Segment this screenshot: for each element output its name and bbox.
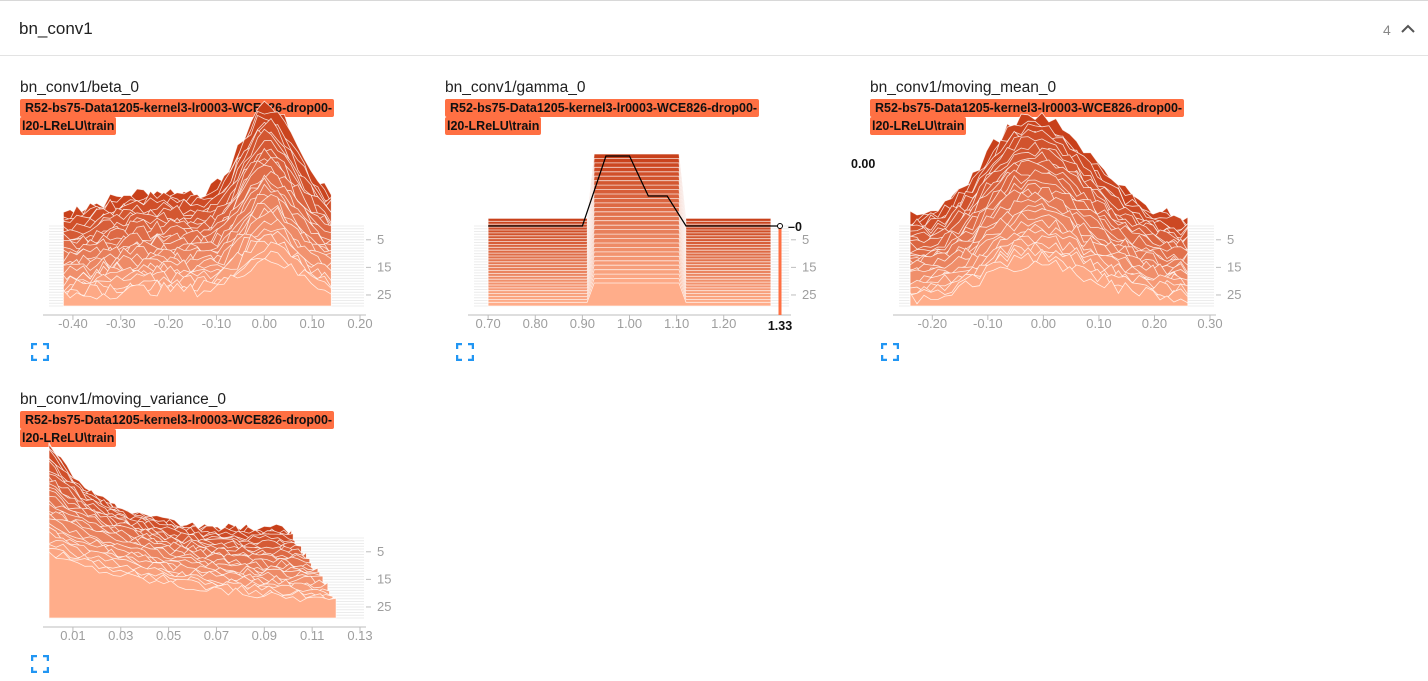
x-tick-label: 0.70 [475,316,500,331]
chart-count: 4 [1383,22,1391,38]
fullscreen-icon[interactable] [456,343,474,361]
x-tick-label: 0.20 [347,316,372,331]
histogram-card-gamma: bn_conv1/gamma_0 R52-bs75-Data1205-kerne… [445,79,855,369]
y-tick-label: 5 [802,232,809,247]
histogram-ridge [63,258,332,307]
x-tick-label: 0.01 [60,628,85,643]
hover-dot [777,223,783,229]
histogram-card-beta: bn_conv1/beta_0 R52-bs75-Data1205-kernel… [20,79,430,369]
histogram-card-moving-variance: bn_conv1/moving_variance_0 R52-bs75-Data… [20,391,430,681]
histogram-card-moving-mean: bn_conv1/moving_mean_0 R52-bs75-Data1205… [851,79,1280,369]
run-label: R52-bs75-Data1205-kernel3-lr0003-WCE826-… [870,99,1185,135]
x-tick-label: 0.07 [204,628,229,643]
histogram-ridge [909,259,1189,307]
x-tick-label: -0.10 [973,316,1003,331]
x-tick-label: 0.30 [1197,316,1222,331]
chevron-up-icon[interactable] [1400,21,1416,37]
run-label-line-2: l20-LReLU\train [20,429,117,447]
run-label-line-1: R52-bs75-Data1205-kernel3-lr0003-WCE826-… [20,411,335,429]
x-tick-label: 0.00 [1031,316,1056,331]
section-title: bn_conv1 [19,19,93,38]
histogram-ridge [487,282,772,307]
histogram-plot[interactable]: -0.20 -0.10 0.00 0.10 0.20 0.30 5 15 25 0.00 [851,79,1280,339]
x-tick-label: 1.00 [617,316,642,331]
histogram-plot[interactable]: 0.70 0.80 0.90 1.00 1.10 1.20 5 15 25 –0 1.33 [445,79,855,339]
run-label-line-1: R52-bs75-Data1205-kernel3-lr0003-WCE826-… [445,99,760,117]
x-tick-label: 0.20 [1142,316,1167,331]
chart-title: bn_conv1/moving_mean_0 [870,79,1057,96]
x-tick-label: 0.80 [523,316,548,331]
run-label-line-1: R52-bs75-Data1205-kernel3-lr0003-WCE826-… [870,99,1185,117]
fullscreen-icon[interactable] [881,343,899,361]
x-tick-label: 0.10 [299,316,324,331]
fullscreen-icon[interactable] [31,655,49,673]
fullscreen-icon[interactable] [31,343,49,361]
histogram-ridge [48,551,337,619]
y-tick-label: 5 [377,544,384,559]
x-tick-label: -0.40 [58,316,88,331]
x-tick-label: 1.10 [664,316,689,331]
x-tick-label: 0.00 [252,316,277,331]
histogram-plot[interactable]: -0.40 -0.30 -0.20 -0.10 0.00 0.10 0.20 5 15 25 [20,79,430,339]
y-tick-label: 5 [377,232,384,247]
y-tick-label: 15 [1227,259,1241,274]
x-tick-label: 0.13 [347,628,372,643]
top-border [0,0,1428,1]
run-label: R52-bs75-Data1205-kernel3-lr0003-WCE826-… [445,99,760,135]
chart-title: bn_conv1/beta_0 [20,79,139,96]
y-tick-label: 25 [377,599,391,614]
y-tick-label: 25 [377,287,391,302]
run-label: R52-bs75-Data1205-kernel3-lr0003-WCE826-… [20,99,335,135]
y-tick-label: 25 [1227,287,1241,302]
x-tick-label: 0.05 [156,628,181,643]
y-tick-label: 25 [802,287,816,302]
y-tick-label: 5 [1227,232,1234,247]
x-tick-label: 0.90 [570,316,595,331]
hover-ridge-outline [488,155,780,227]
hover-step-label: –0 [788,220,802,234]
x-tick-label: 1.20 [711,316,736,331]
run-label-line-2: l20-LReLU\train [445,117,542,135]
hover-value-label: 0.00 [851,157,875,171]
y-tick-label: 15 [377,571,391,586]
run-label-line-2: l20-LReLU\train [20,117,117,135]
x-tick-label: -0.10 [202,316,232,331]
x-tick-label: -0.20 [154,316,184,331]
x-tick-label: 0.09 [252,628,277,643]
section-header[interactable]: bn_conv1 4 [0,1,1428,56]
hover-x-label: 1.33 [768,319,792,333]
y-tick-label: 15 [377,259,391,274]
x-tick-label: -0.30 [106,316,136,331]
x-tick-label: 0.03 [108,628,133,643]
histogram-plot[interactable]: 0.01 0.03 0.05 0.07 0.09 0.11 0.13 5 15 25 [20,391,430,651]
chart-title: bn_conv1/moving_variance_0 [20,391,226,408]
x-tick-label: 0.10 [1086,316,1111,331]
run-label: R52-bs75-Data1205-kernel3-lr0003-WCE826-… [20,411,335,447]
y-tick-label: 15 [802,259,816,274]
run-label-line-2: l20-LReLU\train [870,117,967,135]
x-tick-label: 0.11 [300,628,324,643]
chart-title: bn_conv1/gamma_0 [445,79,586,96]
x-tick-label: -0.20 [918,316,948,331]
